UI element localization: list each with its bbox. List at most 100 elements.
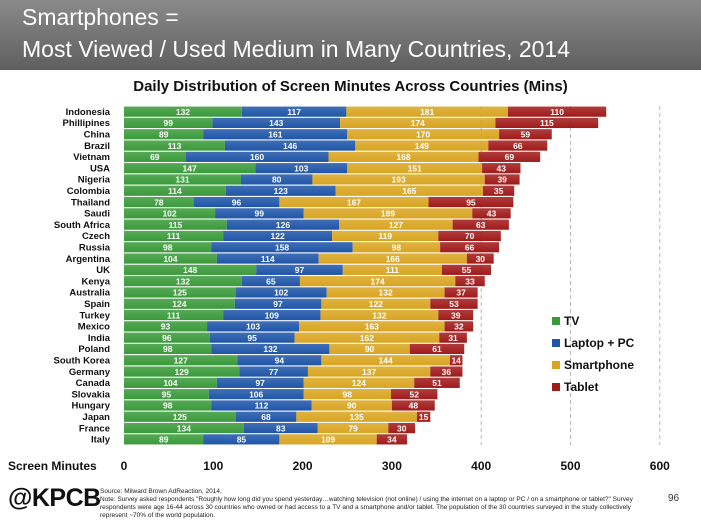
- bar-segment: [124, 264, 257, 275]
- data-label: 168: [396, 152, 410, 162]
- bar-segment: [243, 422, 318, 434]
- bar-segment: [320, 309, 439, 321]
- bar-segment: [311, 400, 392, 411]
- bar-segment: [124, 389, 209, 400]
- data-label: 98: [163, 344, 173, 354]
- category-label: Canada: [76, 378, 111, 389]
- data-label: 102: [274, 288, 288, 298]
- bar-segment: [339, 219, 453, 230]
- category-label: Spain: [84, 299, 110, 310]
- data-label: 132: [263, 344, 277, 354]
- bar-segment: [488, 140, 548, 151]
- data-label: 124: [352, 378, 366, 388]
- category-label: Slovakia: [71, 389, 110, 400]
- bar-segment: [303, 389, 392, 400]
- bar-segment: [241, 276, 300, 287]
- data-label: 129: [175, 367, 189, 377]
- data-label: 132: [176, 276, 190, 286]
- bar-segment: [124, 185, 226, 196]
- data-label: 144: [379, 355, 393, 365]
- data-label: 189: [381, 209, 395, 219]
- bar-segment: [185, 151, 329, 162]
- bar-segment: [416, 411, 431, 422]
- data-label: 80: [272, 175, 282, 185]
- bar-segment: [223, 309, 321, 321]
- data-label: 78: [154, 197, 164, 207]
- data-label: 137: [362, 367, 376, 377]
- data-label: 170: [416, 129, 430, 139]
- category-label: Argentina: [66, 254, 111, 265]
- data-label: 59: [521, 129, 531, 139]
- source-note: Source: Milward Brown AdReaction, 2014. …: [100, 488, 655, 520]
- legend-swatch: [552, 361, 560, 369]
- data-label: 43: [487, 209, 497, 219]
- chart-title: Daily Distribution of Screen Minutes Acr…: [133, 78, 568, 95]
- data-label: 127: [389, 220, 403, 230]
- bar-segment: [124, 298, 235, 309]
- bar-segment: [124, 117, 213, 129]
- category-label: South Korea: [54, 355, 111, 366]
- bar-segment: [235, 287, 327, 298]
- bar-segment: [239, 366, 308, 377]
- title-banner: [0, 0, 701, 70]
- bar-segment: [124, 321, 208, 332]
- bar-segment: [215, 208, 304, 219]
- data-label: 32: [454, 322, 464, 332]
- data-label: 131: [175, 175, 189, 185]
- data-label: 193: [392, 175, 406, 185]
- bar-segment: [355, 140, 489, 151]
- category-label: USA: [90, 163, 110, 174]
- bar-segment: [124, 287, 236, 298]
- bar-segment: [499, 129, 552, 140]
- category-label: Mexico: [78, 322, 110, 333]
- data-label: 103: [246, 322, 260, 332]
- bar-segment: [299, 321, 445, 332]
- legend-swatch: [552, 383, 560, 391]
- bar-segment: [472, 208, 511, 219]
- category-label: Poland: [78, 344, 110, 355]
- source-line: Source: Milward Brown AdReaction, 2014.: [100, 488, 222, 495]
- bar-segment: [124, 196, 194, 208]
- data-label: 95: [466, 197, 476, 207]
- bar-segment: [124, 174, 241, 185]
- category-label: Hungary: [71, 401, 110, 412]
- data-label: 93: [161, 322, 171, 332]
- bar-segment: [124, 129, 204, 140]
- data-label: 181: [420, 107, 434, 117]
- data-label: 65: [266, 276, 276, 286]
- bar-segment: [193, 196, 280, 208]
- data-label: 97: [255, 378, 265, 388]
- data-label: 125: [173, 288, 187, 298]
- bar-segment: [224, 140, 356, 151]
- data-label: 85: [237, 435, 247, 445]
- data-label: 148: [183, 265, 197, 275]
- bar-segment: [299, 276, 456, 287]
- data-label: 68: [261, 412, 271, 422]
- data-label: 122: [369, 299, 383, 309]
- bar-segment: [124, 253, 217, 264]
- category-label: France: [79, 423, 110, 434]
- data-label: 167: [347, 197, 361, 207]
- category-label: India: [88, 333, 111, 344]
- category-label: Brazil: [84, 141, 110, 152]
- data-label: 158: [275, 242, 289, 252]
- data-label: 114: [261, 254, 275, 264]
- bar-segment: [495, 117, 599, 129]
- bar-segment: [430, 298, 478, 309]
- data-label: 174: [371, 276, 385, 286]
- data-label: 66: [465, 242, 475, 252]
- legend-label: Laptop + PC: [564, 336, 635, 350]
- bar-segment: [296, 411, 417, 422]
- data-label: 30: [476, 254, 486, 264]
- data-label: 149: [415, 141, 429, 151]
- data-label: 103: [294, 163, 308, 173]
- bar-segment: [388, 422, 416, 434]
- data-label: 33: [465, 276, 475, 286]
- bar-segment: [208, 389, 304, 400]
- bar-segment: [279, 196, 429, 208]
- category-label: Italy: [91, 435, 111, 446]
- bar-segment: [124, 309, 224, 321]
- data-label: 109: [265, 310, 279, 320]
- bar-segment: [452, 219, 509, 230]
- category-label: Australia: [69, 288, 110, 299]
